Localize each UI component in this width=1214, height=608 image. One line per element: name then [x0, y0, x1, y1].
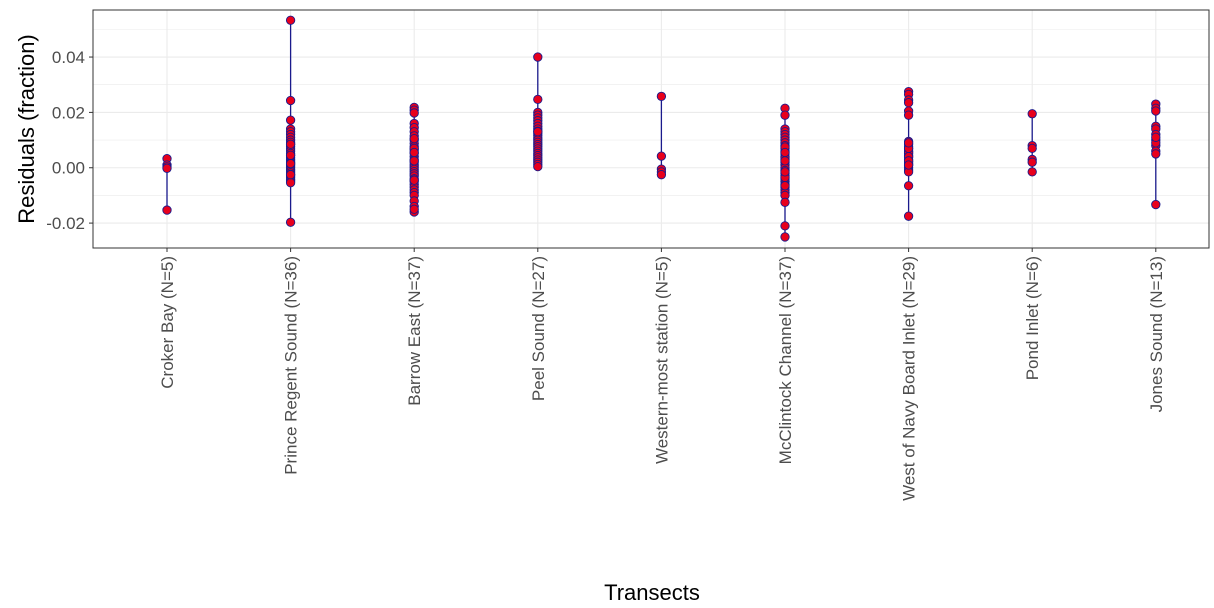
data-point: [656, 170, 667, 180]
x-tick-label: Pond Inlet (N=6): [1023, 256, 1042, 380]
data-point: [903, 181, 914, 191]
data-point: [1151, 132, 1161, 142]
data-point: [903, 98, 914, 108]
x-tick-label: McClintock Channel (N=37): [776, 256, 795, 464]
data-point: [533, 161, 543, 172]
x-axis-title: Transects: [604, 580, 700, 605]
data-point: [780, 221, 790, 231]
x-tick-label: Jones Sound (N=13): [1147, 256, 1166, 412]
x-tick-label: Peel Sound (N=27): [529, 256, 548, 401]
data-point: [409, 147, 419, 158]
y-tick-label: 0.02: [52, 103, 85, 122]
x-tick-label: Barrow East (N=37): [405, 256, 424, 406]
data-point: [780, 147, 790, 158]
data-point: [409, 156, 419, 166]
data-point: [409, 204, 419, 214]
data-point: [1027, 143, 1037, 154]
data-point: [285, 150, 296, 160]
data-point: [903, 138, 914, 148]
data-point: [533, 127, 543, 137]
y-axis-title: Residuals (fraction): [14, 34, 39, 224]
data-point: [780, 167, 790, 177]
data-point: [285, 139, 296, 149]
x-tick-label: Western-most station (N=5): [652, 256, 671, 464]
data-point: [285, 95, 296, 106]
data-point: [1027, 109, 1037, 119]
data-point: [656, 91, 667, 101]
data-point: [1027, 157, 1037, 167]
data-point: [903, 160, 914, 170]
data-point: [162, 205, 172, 215]
data-point: [780, 156, 790, 166]
x-tick-label: Prince Regent Sound (N=36): [282, 256, 301, 475]
panel-border: [92, 9, 1210, 249]
data-point: [780, 110, 790, 120]
x-tick-label: West of Navy Board Inlet (N=29): [900, 256, 919, 501]
data-point: [285, 115, 296, 125]
data-point: [533, 52, 543, 62]
data-point: [409, 108, 419, 118]
data-point: [285, 170, 296, 180]
data-point: [903, 211, 914, 221]
x-axis: Croker Bay (N=5) Prince Regent Sound (N=3…: [158, 248, 1166, 501]
y-tick-label: 0.04: [52, 48, 85, 67]
data-point: [285, 178, 296, 188]
data-point: [1151, 106, 1161, 116]
data-point: [409, 134, 419, 144]
x-tick-label: Croker Bay (N=5): [158, 256, 177, 389]
y-axis: -0.02 0.00 0.02 0.04: [46, 48, 93, 233]
data-point: [409, 175, 419, 185]
data-point: [780, 232, 790, 242]
data-point: [162, 163, 172, 173]
data-point: [1027, 167, 1037, 177]
data-point: [1151, 199, 1161, 210]
data-point: [780, 197, 790, 207]
data-point: [780, 181, 790, 191]
data-point: [285, 217, 296, 227]
data-point: [903, 110, 914, 120]
y-tick-label: 0.00: [52, 159, 85, 178]
y-tick-label: -0.02: [46, 214, 85, 233]
data-point: [656, 151, 667, 161]
data-points: [162, 15, 1161, 242]
data-point: [285, 15, 296, 25]
data-point: [285, 158, 296, 169]
data-point: [1151, 149, 1161, 159]
data-point: [533, 94, 543, 105]
